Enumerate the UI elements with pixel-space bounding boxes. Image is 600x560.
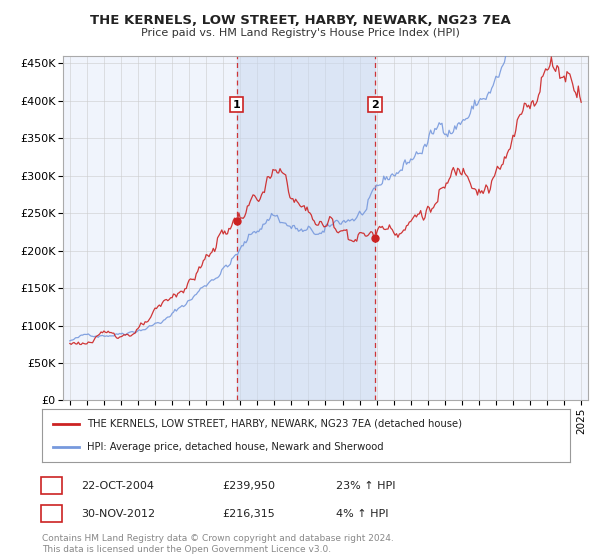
Text: Price paid vs. HM Land Registry's House Price Index (HPI): Price paid vs. HM Land Registry's House … [140, 28, 460, 38]
Text: 23% ↑ HPI: 23% ↑ HPI [336, 480, 395, 491]
Text: 4% ↑ HPI: 4% ↑ HPI [336, 508, 389, 519]
Text: 30-NOV-2012: 30-NOV-2012 [81, 508, 155, 519]
Text: THE KERNELS, LOW STREET, HARBY, NEWARK, NG23 7EA: THE KERNELS, LOW STREET, HARBY, NEWARK, … [89, 14, 511, 27]
Text: THE KERNELS, LOW STREET, HARBY, NEWARK, NG23 7EA (detached house): THE KERNELS, LOW STREET, HARBY, NEWARK, … [87, 419, 462, 429]
Text: HPI: Average price, detached house, Newark and Sherwood: HPI: Average price, detached house, Newa… [87, 442, 383, 452]
Text: 22-OCT-2004: 22-OCT-2004 [81, 480, 154, 491]
Text: 2: 2 [371, 100, 379, 110]
Text: £216,315: £216,315 [222, 508, 275, 519]
Text: £239,950: £239,950 [222, 480, 275, 491]
Text: 2: 2 [48, 508, 55, 519]
Text: 1: 1 [48, 480, 55, 491]
Text: This data is licensed under the Open Government Licence v3.0.: This data is licensed under the Open Gov… [42, 545, 331, 554]
Text: Contains HM Land Registry data © Crown copyright and database right 2024.: Contains HM Land Registry data © Crown c… [42, 534, 394, 543]
Bar [236, 56, 375, 400]
Text: 1: 1 [233, 100, 241, 110]
